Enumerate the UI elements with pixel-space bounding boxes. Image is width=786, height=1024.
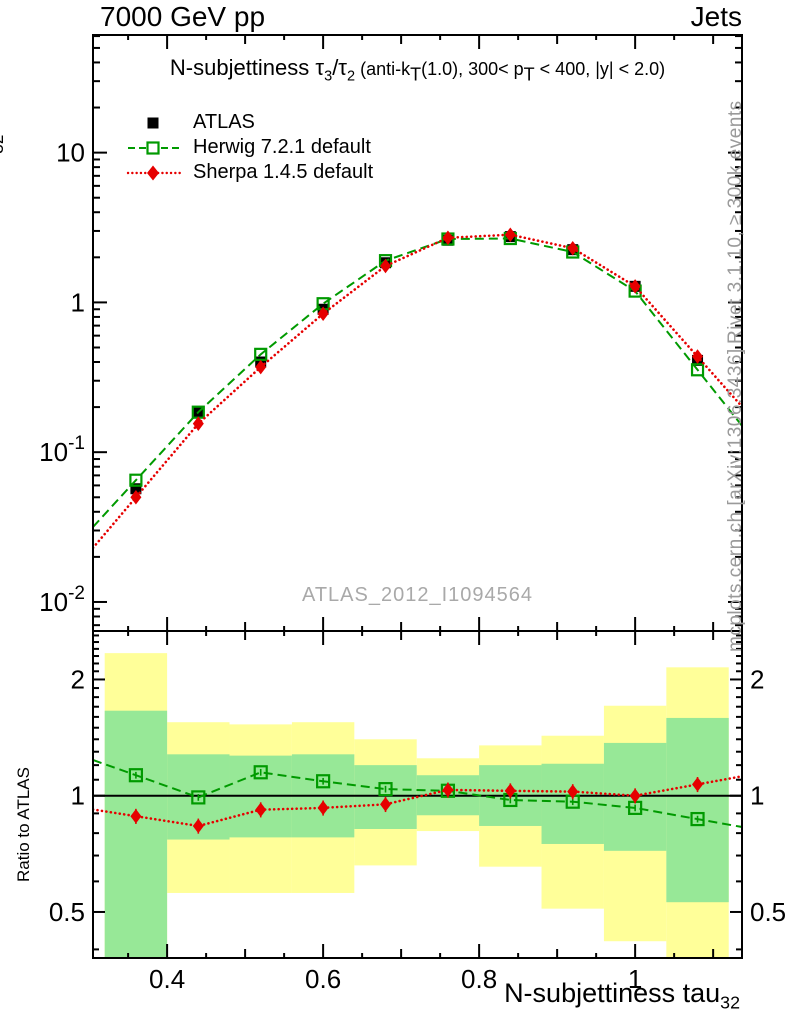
title-subscript: 32 (720, 992, 740, 1013)
y-axis-title-ratio: Ratio to ATLAS (14, 767, 34, 882)
title-subscript: T (523, 64, 535, 85)
beam-info-label: 7000 GeV pp (100, 1, 266, 32)
filled-square-legend-icon (147, 117, 159, 128)
title-subscript: 32 (0, 134, 8, 154)
title-text: N-subjettiness (169, 55, 316, 80)
y-tick-label-main: 1 (71, 287, 85, 317)
legend-label: ATLAS (193, 111, 255, 133)
open-square-legend-icon (128, 140, 182, 155)
plot-title: N-subjettiness τ3/τ2 (anti-kT(1.0), 300<… (93, 55, 742, 85)
y-tick-label-ratio-left: 1 (71, 781, 85, 811)
analysis-group-label: Jets (690, 1, 742, 32)
y-tick-label-ratio-left: 2 (71, 664, 85, 694)
legend: ATLAS Herwig 7.2.1 default Sherpa 1.4.5 de… (125, 110, 373, 185)
y-tick-label-main: 10 (56, 138, 85, 168)
rivet-version-note: Rivet 3.1.10, ≥ 300k events (725, 100, 746, 344)
title-text: < 400, |y| < 2.0) (534, 59, 666, 79)
x-tick-label: 0.8 (461, 964, 497, 994)
x-tick-label: 1 (628, 964, 642, 994)
legend-row-sherpa: Sherpa 1.4.5 default (125, 160, 373, 185)
axis-tick-labels: 0.4 0.6 0.8 1 10 1 10-1 10-2 2 2 1 1 0.5 0.5 (39, 138, 786, 994)
y-tick-label-main: 10-1 (39, 433, 85, 467)
title-text: 1/σ dσ/dtau (0, 153, 3, 287)
legend-label: Sherpa 1.4.5 default (193, 161, 374, 183)
x-axis-title: N-subjettiness tau32 (93, 978, 740, 1013)
y-tick-label-main: 10-2 (39, 583, 85, 617)
filled-diamond-legend-icon (126, 165, 184, 180)
y-tick-label-ratio-right: 0.5 (750, 897, 786, 927)
title-text: /τ (332, 55, 347, 80)
title-text: Ratio to ATLAS (14, 767, 33, 882)
title-subscript: 3 (324, 68, 333, 85)
title-text: (1.0), 300< p (421, 59, 524, 79)
y-tick-label-ratio-right: 2 (750, 664, 764, 694)
sherpa-curve-main (94, 227, 741, 549)
mcplots-reference-note: mcplots.cern.ch [arXiv:1306.3436] (725, 348, 746, 652)
watermark-analysis-id: ATLAS_2012_I1094564 (301, 584, 534, 606)
atlas-points-main (130, 231, 704, 495)
legend-row-atlas: ATLAS (125, 110, 373, 135)
herwig-curve-main (94, 231, 741, 528)
title-text: τ (315, 55, 325, 80)
x-tick-label: 0.4 (149, 964, 185, 994)
sherpa-curve-ratio (94, 775, 741, 834)
title-subscript: T (410, 64, 422, 85)
legend-row-herwig: Herwig 7.2.1 default (125, 135, 373, 160)
legend-label: Herwig 7.2.1 default (193, 136, 371, 158)
axis-ticks (93, 35, 742, 958)
title-text: (anti-k (355, 59, 411, 79)
title-subscript: 2 (347, 68, 356, 85)
ratio-panel-frame (92, 630, 743, 959)
y-axis-title-main: 1/σ dσ/dtau32 (0, 134, 8, 287)
y-tick-label-ratio-left: 0.5 (49, 897, 85, 927)
x-tick-label: 0.6 (305, 964, 341, 994)
y-tick-label-ratio-right: 1 (750, 781, 764, 811)
title-text: N-subjettiness tau (504, 978, 721, 1008)
